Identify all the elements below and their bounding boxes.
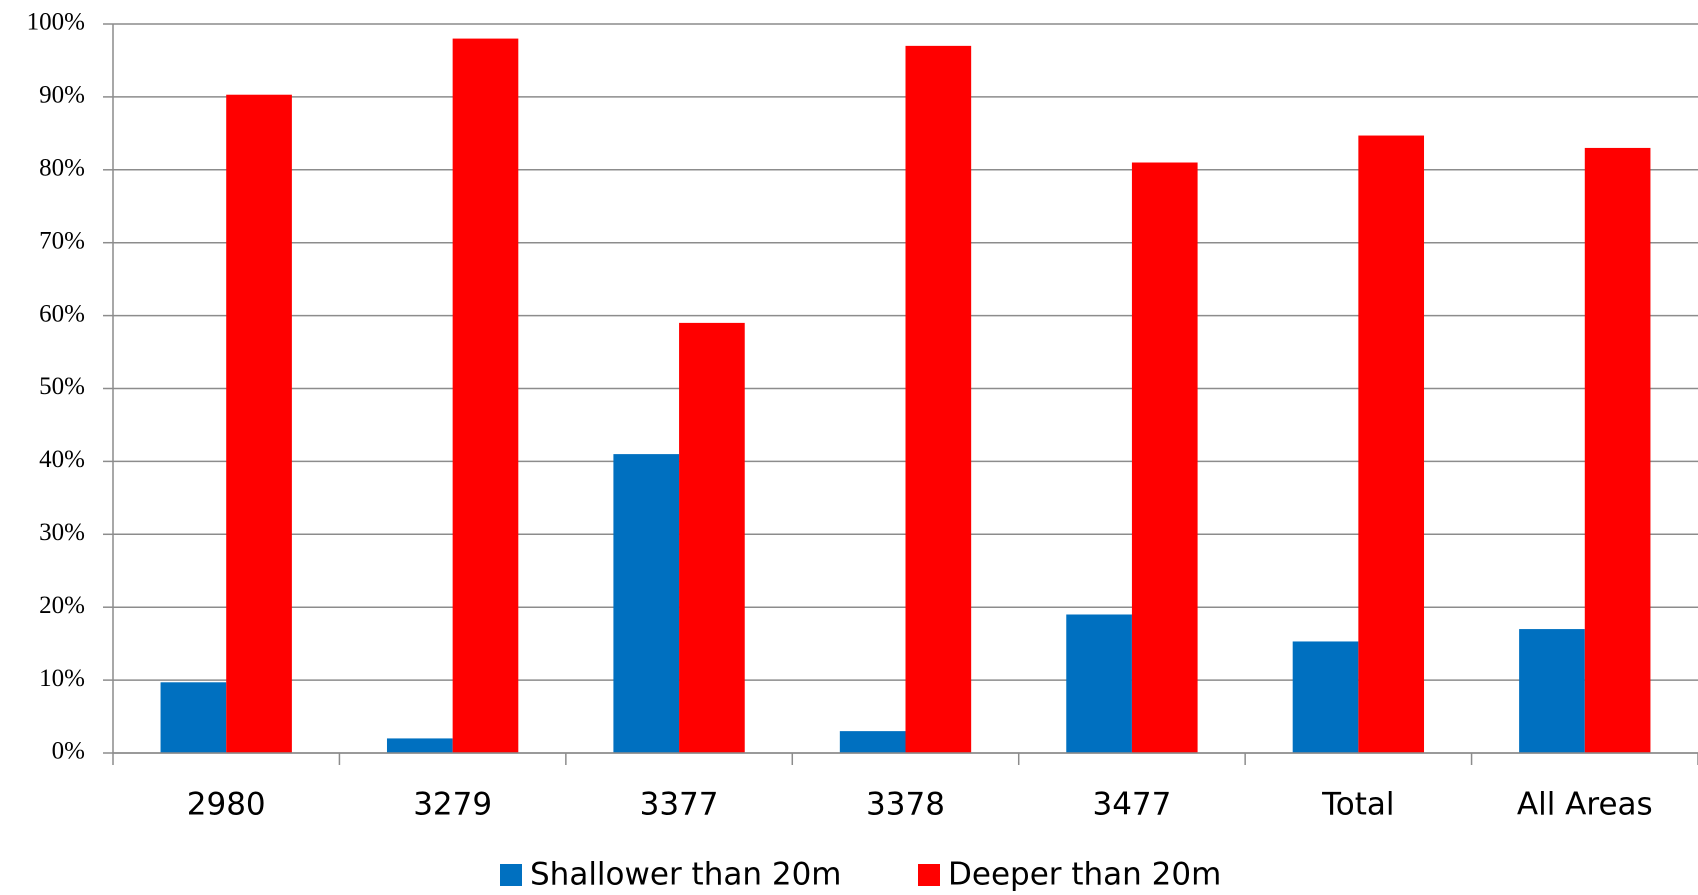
y-tick-label: 70% — [39, 227, 85, 254]
y-tick-label: 40% — [39, 446, 85, 473]
bar — [839, 731, 906, 753]
bar — [226, 94, 292, 753]
y-tick-label: 100% — [27, 9, 85, 36]
legend-label: Shallower than 20m — [530, 857, 841, 893]
bar — [905, 45, 972, 754]
bar — [452, 38, 519, 753]
y-tick-label: 30% — [39, 519, 85, 546]
x-tick-label: 3377 — [640, 787, 719, 823]
bar — [613, 454, 680, 753]
y-tick-label: 10% — [39, 665, 85, 692]
bar — [386, 738, 453, 753]
bar — [1131, 162, 1198, 753]
x-tick-label: 3279 — [413, 787, 492, 823]
x-tick-label: Total — [1321, 787, 1394, 823]
y-tick-label: 60% — [39, 300, 85, 327]
bar — [160, 682, 227, 753]
y-tick-label: 50% — [39, 373, 85, 400]
bar — [1519, 629, 1585, 753]
bar — [1066, 614, 1132, 753]
y-tick-label: 80% — [39, 155, 85, 182]
legend-swatch — [500, 864, 522, 886]
bar — [1358, 135, 1425, 754]
bar — [1584, 147, 1651, 753]
y-tick-label: 90% — [39, 82, 85, 109]
x-tick-label: 2980 — [187, 787, 266, 823]
legend-label: Deeper than 20m — [948, 857, 1221, 893]
x-tick-label: All Areas — [1517, 787, 1653, 823]
y-tick-label: 20% — [39, 592, 85, 619]
legend-swatch — [918, 864, 940, 886]
x-tick-label: 3378 — [866, 787, 945, 823]
y-tick-label: 0% — [52, 738, 85, 765]
bar — [1292, 641, 1359, 753]
x-tick-label: 3477 — [1092, 787, 1171, 823]
bar — [679, 322, 745, 753]
